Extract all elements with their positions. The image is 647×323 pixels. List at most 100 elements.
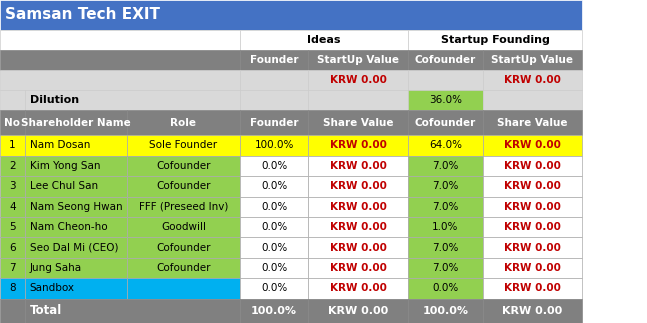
Bar bbox=[408, 70, 483, 90]
Text: FFF (Preseed Inv): FFF (Preseed Inv) bbox=[138, 202, 228, 212]
Bar bbox=[408, 278, 483, 299]
Bar bbox=[25, 176, 127, 196]
Text: 100.0%: 100.0% bbox=[422, 306, 468, 316]
Text: KRW 0.00: KRW 0.00 bbox=[330, 263, 386, 273]
Text: Lee Chul San: Lee Chul San bbox=[30, 181, 98, 191]
Text: 7.0%: 7.0% bbox=[432, 263, 459, 273]
Bar bbox=[0, 258, 25, 278]
Bar bbox=[127, 258, 240, 278]
Bar bbox=[127, 196, 240, 217]
Bar bbox=[240, 258, 308, 278]
Text: KRW 0.00: KRW 0.00 bbox=[504, 202, 561, 212]
Bar bbox=[308, 70, 408, 90]
Text: 3: 3 bbox=[9, 181, 16, 191]
Bar bbox=[0, 176, 25, 196]
Text: Sole Founder: Sole Founder bbox=[149, 141, 217, 151]
Bar bbox=[408, 258, 483, 278]
Bar bbox=[483, 278, 582, 299]
Text: KRW 0.00: KRW 0.00 bbox=[504, 263, 561, 273]
Bar bbox=[240, 278, 308, 299]
Text: KRW 0.00: KRW 0.00 bbox=[328, 306, 388, 316]
Bar bbox=[483, 70, 582, 90]
Bar bbox=[483, 156, 582, 176]
Bar bbox=[408, 237, 483, 258]
Bar bbox=[0, 217, 25, 237]
Bar bbox=[240, 156, 308, 176]
Text: KRW 0.00: KRW 0.00 bbox=[504, 75, 561, 85]
Text: KRW 0.00: KRW 0.00 bbox=[504, 284, 561, 294]
Text: Cofounder: Cofounder bbox=[156, 181, 211, 191]
Text: 4: 4 bbox=[9, 202, 16, 212]
Bar bbox=[308, 299, 408, 323]
Text: Cofounder: Cofounder bbox=[156, 161, 211, 171]
Text: Share Value: Share Value bbox=[498, 118, 567, 128]
Text: KRW 0.00: KRW 0.00 bbox=[330, 75, 386, 85]
Text: 100.0%: 100.0% bbox=[254, 141, 294, 151]
Text: Dilution: Dilution bbox=[30, 95, 79, 105]
Bar bbox=[240, 70, 308, 90]
Bar bbox=[127, 156, 240, 176]
Bar bbox=[408, 299, 483, 323]
Bar bbox=[0, 30, 240, 50]
Bar bbox=[25, 258, 127, 278]
Bar bbox=[308, 237, 408, 258]
Text: Goodwill: Goodwill bbox=[161, 222, 206, 232]
Text: KRW 0.00: KRW 0.00 bbox=[330, 243, 386, 253]
Text: 7.0%: 7.0% bbox=[432, 202, 459, 212]
Bar bbox=[0, 278, 25, 299]
Text: KRW 0.00: KRW 0.00 bbox=[330, 141, 386, 151]
Text: 0.0%: 0.0% bbox=[432, 284, 459, 294]
Bar bbox=[408, 156, 483, 176]
Text: Nam Cheon-ho: Nam Cheon-ho bbox=[30, 222, 107, 232]
Text: Cofounder: Cofounder bbox=[156, 263, 211, 273]
Bar bbox=[25, 90, 240, 110]
Text: Total: Total bbox=[30, 304, 62, 317]
Bar bbox=[483, 237, 582, 258]
Text: StartUp Value: StartUp Value bbox=[492, 55, 573, 65]
Bar bbox=[483, 299, 582, 323]
Bar bbox=[308, 156, 408, 176]
Bar bbox=[308, 258, 408, 278]
Bar bbox=[0, 50, 240, 70]
Text: 100.0%: 100.0% bbox=[251, 306, 297, 316]
Bar bbox=[408, 30, 582, 50]
Bar bbox=[0, 237, 25, 258]
Bar bbox=[483, 135, 582, 156]
Bar bbox=[483, 258, 582, 278]
Text: KRW 0.00: KRW 0.00 bbox=[504, 181, 561, 191]
Text: Cofounder: Cofounder bbox=[156, 243, 211, 253]
Bar bbox=[127, 278, 240, 299]
Bar bbox=[240, 237, 308, 258]
Text: 0.0%: 0.0% bbox=[261, 202, 287, 212]
Bar bbox=[25, 156, 127, 176]
Text: KRW 0.00: KRW 0.00 bbox=[502, 306, 563, 316]
Text: Seo Dal Mi (CEO): Seo Dal Mi (CEO) bbox=[30, 243, 118, 253]
Bar bbox=[240, 90, 308, 110]
Bar bbox=[25, 135, 127, 156]
Bar bbox=[240, 217, 308, 237]
Text: 0.0%: 0.0% bbox=[261, 181, 287, 191]
Bar bbox=[483, 176, 582, 196]
Bar bbox=[483, 90, 582, 110]
Bar bbox=[25, 217, 127, 237]
Text: 0.0%: 0.0% bbox=[261, 161, 287, 171]
Bar bbox=[25, 299, 240, 323]
Bar bbox=[240, 196, 308, 217]
Text: No: No bbox=[5, 118, 20, 128]
Text: KRW 0.00: KRW 0.00 bbox=[330, 222, 386, 232]
Text: KRW 0.00: KRW 0.00 bbox=[330, 181, 386, 191]
Bar bbox=[408, 135, 483, 156]
Text: 7.0%: 7.0% bbox=[432, 181, 459, 191]
Text: Startup Founding: Startup Founding bbox=[441, 35, 550, 45]
Bar bbox=[25, 278, 127, 299]
Text: Cofounder: Cofounder bbox=[415, 118, 476, 128]
Bar bbox=[0, 135, 25, 156]
Text: KRW 0.00: KRW 0.00 bbox=[330, 161, 386, 171]
Bar bbox=[240, 176, 308, 196]
Text: 6: 6 bbox=[9, 243, 16, 253]
Text: Share Value: Share Value bbox=[323, 118, 393, 128]
Bar bbox=[240, 110, 308, 135]
Text: 7.0%: 7.0% bbox=[432, 161, 459, 171]
Text: Samsan Tech EXIT: Samsan Tech EXIT bbox=[5, 7, 160, 22]
Bar bbox=[308, 135, 408, 156]
